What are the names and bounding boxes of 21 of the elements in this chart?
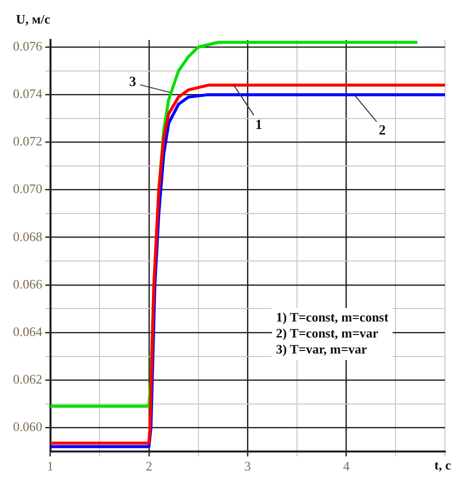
y-tick-label: 0.066 — [13, 276, 43, 292]
annotation: 2) T=const, m=var — [276, 325, 379, 340]
x-tick-label: 2 — [146, 458, 152, 474]
y-tick-label: 0.074 — [13, 86, 43, 102]
x-tick-label: 1 — [47, 458, 54, 474]
annotation: 2 — [378, 123, 386, 138]
y-tick-label: 0.062 — [13, 371, 42, 386]
y-tick-label: 0.068 — [13, 228, 42, 244]
y-tick-label: 0.072 — [13, 134, 42, 149]
x-tick-label: 4 — [343, 458, 350, 474]
x-tick-label: 3 — [244, 458, 251, 474]
annotation: 1 — [255, 118, 262, 133]
annotation: 3) T=var, m=var — [276, 341, 368, 356]
x-axis-title: t, c — [434, 457, 452, 472]
annotation: 1) T=const, m=const — [276, 309, 390, 324]
y-tick-label: 0.070 — [13, 181, 42, 196]
y-tick-label: 0.076 — [13, 38, 43, 54]
y-tick-label: 0.064 — [13, 324, 43, 339]
y-tick-label: 0.060 — [13, 419, 42, 434]
annotation: 3 — [129, 74, 136, 90]
y-axis-title: U, м/с — [16, 11, 50, 26]
